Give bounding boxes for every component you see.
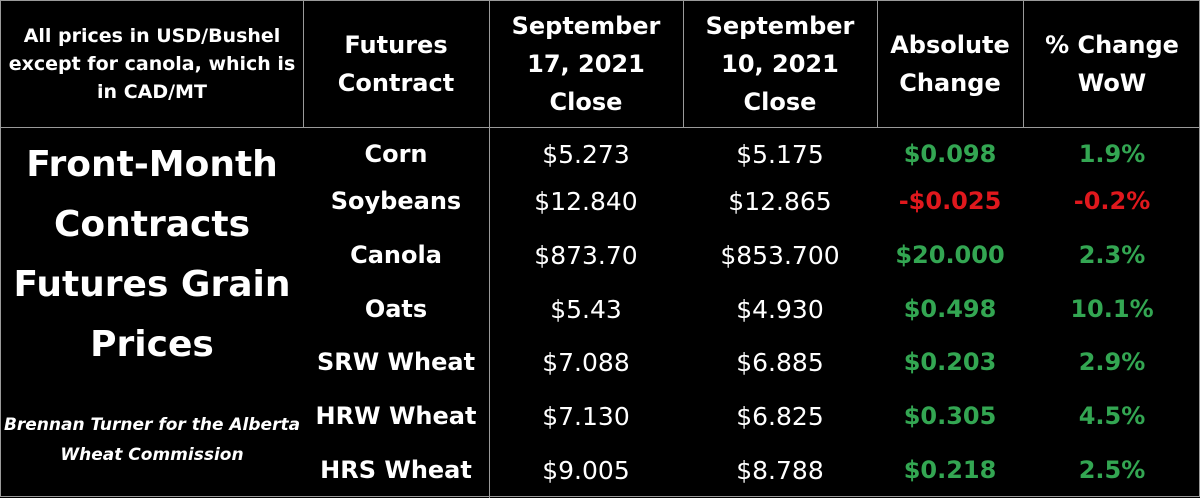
contract-name: SRW Wheat [316, 348, 476, 376]
header-current-close: September 17, 2021 Close [511, 12, 661, 116]
previous-close: $8.788 [736, 455, 824, 485]
current-close: $873.70 [534, 240, 638, 270]
column-divider [683, 1, 684, 128]
current-close: $9.005 [542, 455, 630, 485]
previous-close: $6.825 [736, 401, 824, 431]
column-divider [877, 1, 878, 128]
table-row: HRW Wheat $7.130 $6.825 $0.305 4.5% [1, 390, 1200, 442]
contract-name: Canola [350, 241, 442, 269]
previous-close: $5.175 [736, 139, 824, 169]
header-futures-contract: Futures Contract [337, 31, 455, 97]
units-note: All prices in USD/Bushel except for cano… [8, 25, 296, 103]
percent-change: 10.1% [1070, 295, 1154, 323]
previous-close: $4.930 [736, 294, 824, 324]
column-divider [303, 1, 304, 128]
table-row: Oats $5.43 $4.930 $0.498 10.1% [1, 283, 1200, 335]
side-title: Front-Month Contracts Futures Grain Pric… [13, 144, 291, 365]
percent-change: 2.3% [1078, 241, 1146, 269]
contract-name: HRS Wheat [320, 456, 472, 484]
contract-name: Corn [364, 140, 428, 168]
header-previous-close: September 10, 2021 Close [705, 12, 855, 116]
absolute-change: $0.218 [903, 456, 997, 484]
table-row: Corn $5.273 $5.175 $0.098 1.9% [1, 128, 1200, 180]
header-percent-change: % Change WoW [1045, 31, 1179, 97]
current-close: $7.130 [542, 401, 630, 431]
percent-change: 2.9% [1078, 348, 1146, 376]
contract-name: HRW Wheat [315, 402, 477, 430]
header-absolute-change: Absolute Change [890, 31, 1010, 97]
table-row: Soybeans $12.840 $12.865 -$0.025 -0.2% [1, 175, 1200, 227]
table-row: SRW Wheat $7.088 $6.885 $0.203 2.9% [1, 336, 1200, 388]
current-close: $12.840 [534, 186, 638, 216]
column-divider [489, 1, 490, 498]
table-row: Canola $873.70 $853.700 $20.000 2.3% [1, 229, 1200, 281]
contract-name: Soybeans [330, 187, 462, 215]
absolute-change: $0.203 [903, 348, 997, 376]
absolute-change: $0.098 [903, 140, 997, 168]
percent-change: 4.5% [1078, 402, 1146, 430]
previous-close: $6.885 [736, 347, 824, 377]
absolute-change: $0.305 [903, 402, 997, 430]
percent-change: 2.5% [1078, 456, 1146, 484]
table-row: HRS Wheat $9.005 $8.788 $0.218 2.5% [1, 444, 1200, 496]
credit-line: Brennan Turner for the Alberta Wheat Com… [3, 415, 301, 465]
absolute-change: $0.498 [903, 295, 997, 323]
current-close: $7.088 [542, 347, 630, 377]
contract-name: Oats [364, 295, 428, 323]
percent-change: -0.2% [1073, 187, 1151, 215]
current-close: $5.273 [542, 139, 630, 169]
header-divider [1, 127, 1200, 128]
previous-close: $12.865 [728, 186, 832, 216]
absolute-change: $20.000 [895, 241, 1005, 269]
data-rows: Corn $5.273 $5.175 $0.098 1.9% Soybeans … [1, 128, 1200, 498]
absolute-change: -$0.025 [898, 187, 1002, 215]
previous-close: $853.700 [720, 240, 840, 270]
current-close: $5.43 [550, 294, 622, 324]
column-divider [1023, 1, 1024, 128]
percent-change: 1.9% [1078, 140, 1146, 168]
